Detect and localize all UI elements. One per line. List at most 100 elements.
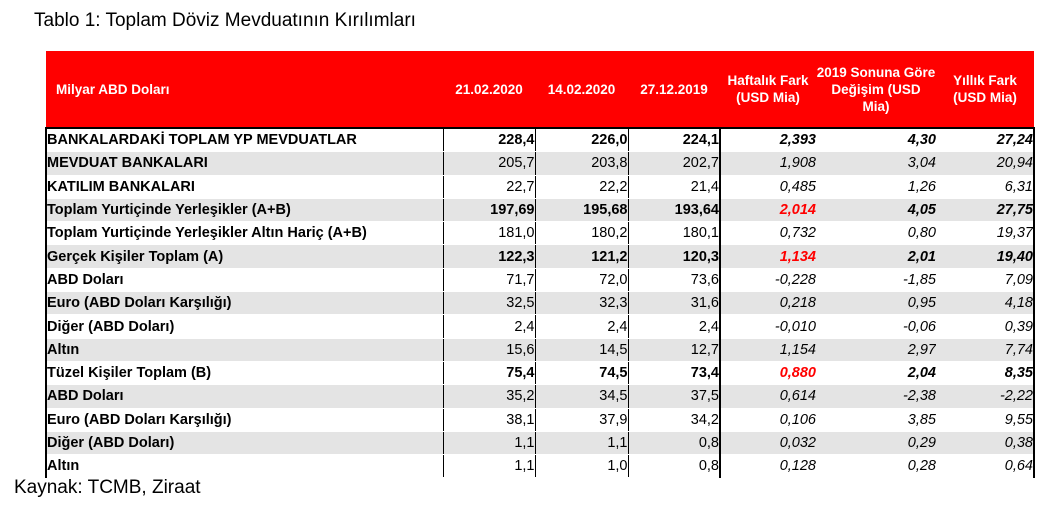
cell-col3: 73,6 xyxy=(627,268,720,293)
cell-col3: 202,7 xyxy=(627,151,720,176)
table-row: BANKALARDAKİ TOPLAM YP MEVDUATLAR 228,4 22… xyxy=(45,127,1035,153)
table-row: Tüzel Kişiler Toplam (B) 75,4 74,5 73,4 0,88… xyxy=(45,361,1035,386)
cell-col4: 2,014 xyxy=(719,198,816,223)
table-row: KATILIM BANKALARI 22,7 22,2 21,4 0,485 1,26 6,… xyxy=(45,175,1035,199)
row-label: Gerçek Kişiler Toplam (A) xyxy=(45,244,443,269)
table-row: ABD Doları 71,7 72,0 73,6 -0,228 -1,85 7,09 xyxy=(45,268,1035,293)
table-row: Diğer (ABD Doları) 2,4 2,4 2,4 -0,010 -0,06 0,… xyxy=(45,314,1035,339)
table-row: Diğer (ABD Doları) 1,1 1,1 0,8 0,032 0,29 0,38 xyxy=(45,431,1035,456)
header-col-21-02-2020: 21.02.2020 xyxy=(443,51,535,128)
cell-col6: 4,18 xyxy=(936,291,1035,316)
cell-col6: 6,31 xyxy=(936,175,1035,199)
cell-col5: 0,28 xyxy=(816,454,936,479)
cell-col2: 72,0 xyxy=(534,268,628,293)
row-label: KATILIM BANKALARI xyxy=(45,175,443,199)
cell-col4: 1,134 xyxy=(719,244,816,269)
cell-col2: 1,0 xyxy=(534,454,628,479)
cell-col5: 3,04 xyxy=(816,151,936,176)
cell-col6: 20,94 xyxy=(936,151,1035,176)
cell-col3: 0,8 xyxy=(627,454,720,479)
row-label: BANKALARDAKİ TOPLAM YP MEVDUATLAR xyxy=(45,127,443,153)
row-label: ABD Doları xyxy=(45,384,443,409)
cell-col4: 0,106 xyxy=(719,408,816,432)
table-header-row: Milyar ABD Doları 21.02.2020 14.02.2020 … xyxy=(46,51,1034,128)
cell-col2: 74,5 xyxy=(534,361,628,386)
cell-col2: 121,2 xyxy=(534,244,628,269)
cell-col3: 34,2 xyxy=(627,408,720,432)
cell-col5: 2,04 xyxy=(816,361,936,386)
cell-col3: 12,7 xyxy=(627,338,720,362)
cell-col2: 1,1 xyxy=(534,431,628,456)
cell-col1: 32,5 xyxy=(442,291,535,316)
cell-col3: 21,4 xyxy=(627,175,720,199)
cell-col2: 226,0 xyxy=(534,127,628,153)
row-label: Altın xyxy=(45,454,443,479)
cell-col1: 205,7 xyxy=(442,151,535,176)
row-label: Tüzel Kişiler Toplam (B) xyxy=(45,361,443,386)
header-unit-label: Milyar ABD Doları xyxy=(46,51,443,128)
cell-col1: 181,0 xyxy=(442,221,535,246)
table-row: Toplam Yurtiçinde Yerleşikler (A+B) 197,6… xyxy=(45,198,1035,223)
cell-col2: 32,3 xyxy=(534,291,628,316)
cell-col1: 75,4 xyxy=(442,361,535,386)
cell-col5: 0,80 xyxy=(816,221,936,246)
cell-col3: 120,3 xyxy=(627,244,720,269)
table-row: Gerçek Kişiler Toplam (A) 122,3 121,2 120,3… xyxy=(45,244,1035,269)
cell-col1: 38,1 xyxy=(442,408,535,432)
cell-col4: -0,228 xyxy=(719,268,816,293)
cell-col5: 0,95 xyxy=(816,291,936,316)
row-label: ABD Doları xyxy=(45,268,443,293)
row-label: Diğer (ABD Doları) xyxy=(45,314,443,339)
cell-col2: 22,2 xyxy=(534,175,628,199)
cell-col6: 27,75 xyxy=(936,198,1035,223)
table-body: BANKALARDAKİ TOPLAM YP MEVDUATLAR 228,4 22… xyxy=(45,127,1035,479)
header-col-14-02-2020: 14.02.2020 xyxy=(535,51,628,128)
cell-col1: 228,4 xyxy=(442,127,535,153)
row-label: MEVDUAT BANKALARI xyxy=(45,151,443,176)
cell-col2: 180,2 xyxy=(534,221,628,246)
cell-col4: 0,218 xyxy=(719,291,816,316)
table-row: MEVDUAT BANKALARI 205,7 203,8 202,7 1,908 3,0… xyxy=(45,151,1035,176)
cell-col1: 22,7 xyxy=(442,175,535,199)
cell-col4: 0,614 xyxy=(719,384,816,409)
cell-col2: 37,9 xyxy=(534,408,628,432)
cell-col4: 0,128 xyxy=(719,454,816,479)
row-label: Euro (ABD Doları Karşılığı) xyxy=(45,291,443,316)
cell-col1: 2,4 xyxy=(442,314,535,339)
cell-col5: 0,29 xyxy=(816,431,936,456)
cell-col4: 1,908 xyxy=(719,151,816,176)
cell-col1: 1,1 xyxy=(442,454,535,479)
table-row: ABD Doları 35,2 34,5 37,5 0,614 -2,38 -2,22 xyxy=(45,384,1035,409)
cell-col5: 4,05 xyxy=(816,198,936,223)
cell-col6: 8,35 xyxy=(936,361,1035,386)
cell-col2: 195,68 xyxy=(534,198,628,223)
cell-col3: 224,1 xyxy=(627,127,720,153)
row-label: Toplam Yurtiçinde Yerleşikler (A+B) xyxy=(45,198,443,223)
cell-col1: 1,1 xyxy=(442,431,535,456)
table-row: Altın 1,1 1,0 0,8 0,128 0,28 0,64 xyxy=(45,454,1035,479)
cell-col1: 35,2 xyxy=(442,384,535,409)
cell-col2: 14,5 xyxy=(534,338,628,362)
cell-col5: 2,01 xyxy=(816,244,936,269)
header-col-27-12-2019: 27.12.2019 xyxy=(628,51,720,128)
cell-col5: -0,06 xyxy=(816,314,936,339)
cell-col4: 0,732 xyxy=(719,221,816,246)
cell-col3: 31,6 xyxy=(627,291,720,316)
row-label: Euro (ABD Doları Karşılığı) xyxy=(45,408,443,432)
cell-col4: -0,010 xyxy=(719,314,816,339)
cell-col6: 0,39 xyxy=(936,314,1035,339)
cell-col6: 9,55 xyxy=(936,408,1035,432)
cell-col6: 19,40 xyxy=(936,244,1035,269)
cell-col4: 0,485 xyxy=(719,175,816,199)
cell-col4: 0,032 xyxy=(719,431,816,456)
cell-col1: 122,3 xyxy=(442,244,535,269)
cell-col6: -2,22 xyxy=(936,384,1035,409)
cell-col2: 34,5 xyxy=(534,384,628,409)
cell-col4: 1,154 xyxy=(719,338,816,362)
cell-col4: 2,393 xyxy=(719,127,816,153)
cell-col6: 27,24 xyxy=(936,127,1035,153)
cell-col1: 71,7 xyxy=(442,268,535,293)
cell-col3: 37,5 xyxy=(627,384,720,409)
table-row: Euro (ABD Doları Karşılığı) 32,5 32,3 31,6 0… xyxy=(45,291,1035,316)
cell-col3: 73,4 xyxy=(627,361,720,386)
